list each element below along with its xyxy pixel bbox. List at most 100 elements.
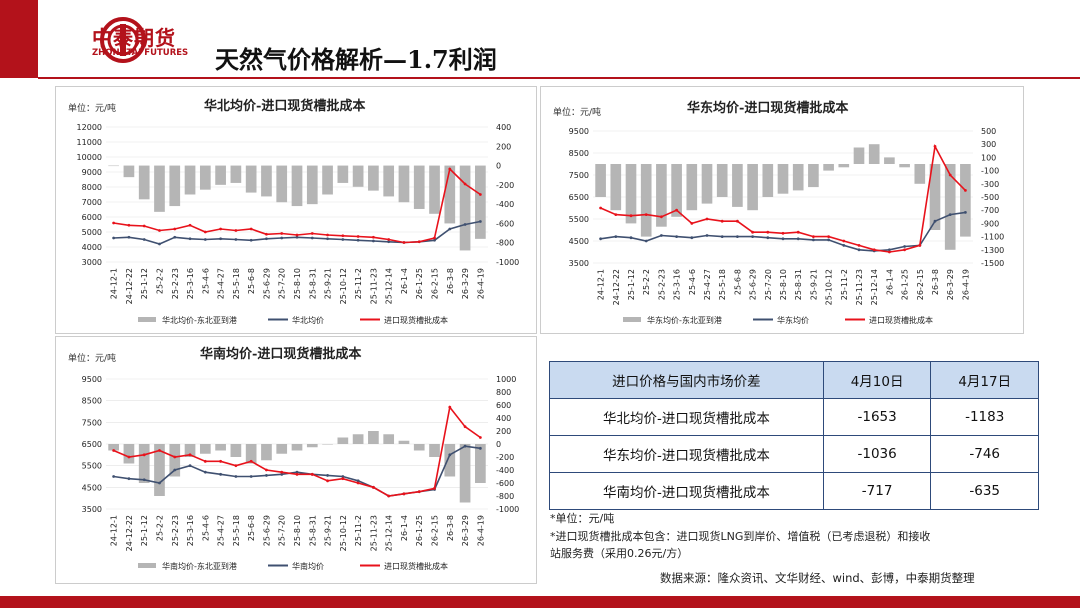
left-tick-label: 7500	[569, 171, 589, 180]
data-point	[812, 238, 815, 242]
x-tick-label: 25-8-10	[779, 269, 788, 300]
x-tick-label: 26-1-4	[885, 269, 894, 295]
data-bar	[716, 164, 728, 197]
x-tick-label: 24-12-1	[597, 269, 606, 300]
chart-unit: 单位：元/吨	[68, 354, 117, 364]
x-tick-label: 25-9-21	[809, 269, 818, 300]
data-bar	[914, 164, 926, 184]
data-bar	[610, 164, 622, 211]
table-cell: 华南均价-进口现货槽批成本	[549, 472, 824, 510]
x-tick-label: 26-1-4	[400, 515, 409, 541]
chart-title: 华南均价-进口现货槽批成本	[200, 347, 362, 362]
data-point	[372, 239, 375, 243]
data-point	[158, 242, 161, 246]
x-tick-label: 25-8-31	[794, 269, 803, 300]
data-point	[341, 234, 345, 238]
left-tick-label: 9500	[569, 127, 589, 136]
right-tick-label: -400	[496, 200, 514, 209]
x-tick-label: 25-5-18	[232, 268, 241, 299]
series-line	[113, 405, 481, 497]
left-tick-label: 6000	[82, 213, 102, 222]
table-header-cell: 4月10日	[822, 361, 932, 399]
x-tick-label: 25-3-16	[186, 515, 195, 546]
left-tick-label: 9000	[82, 168, 102, 177]
right-tick-label: 200	[496, 142, 511, 151]
data-point	[203, 230, 207, 234]
data-bar	[337, 165, 349, 183]
x-tick-label: 25-2-2	[642, 269, 651, 295]
data-point	[705, 217, 709, 221]
x-tick-label: 25-1-12	[140, 515, 149, 546]
data-point	[142, 478, 146, 482]
data-bar	[108, 165, 119, 167]
data-point	[295, 470, 299, 474]
table-row: 华南均价-进口现货槽批成本 -717 -635	[549, 472, 1039, 510]
data-point	[234, 475, 238, 478]
x-tick-label: 25-1-12	[140, 268, 149, 299]
x-tick-label: 25-6-8	[247, 515, 256, 541]
right-tick-label: -800	[496, 239, 514, 248]
right-tick-label: -800	[496, 492, 514, 501]
left-tick-label: 7500	[82, 418, 102, 427]
data-bar	[245, 444, 257, 464]
x-tick-label: 25-11-23	[369, 515, 378, 551]
data-point	[112, 221, 116, 225]
data-point	[781, 237, 785, 241]
data-point	[387, 238, 391, 241]
left-tick-label: 5500	[82, 462, 102, 471]
data-point	[842, 244, 846, 247]
data-point	[173, 235, 177, 239]
left-tick-label: 4000	[82, 243, 102, 252]
data-point	[964, 189, 967, 192]
table-cell: 华东均价-进口现货槽批成本	[549, 435, 824, 473]
data-point	[295, 233, 299, 237]
data-bar	[368, 165, 379, 191]
left-tick-label: 4500	[82, 483, 102, 492]
data-point	[234, 464, 238, 468]
data-bar	[701, 164, 713, 204]
data-bar	[123, 165, 135, 178]
data-point	[280, 472, 284, 476]
data-bar	[429, 444, 440, 457]
data-bar	[383, 434, 395, 444]
data-point	[781, 231, 785, 235]
data-point	[341, 238, 345, 241]
data-bar	[368, 431, 379, 444]
chart-unit: 单位：元/吨	[68, 104, 117, 114]
x-tick-label: 24-12-22	[125, 515, 134, 551]
data-point	[127, 223, 131, 227]
left-tick-label: 10000	[77, 153, 102, 162]
right-tick-label: -1100	[981, 233, 1004, 242]
data-point	[112, 236, 116, 240]
data-point	[478, 446, 482, 450]
left-tick-label: 8000	[82, 183, 102, 192]
series-line	[600, 211, 966, 252]
data-point	[280, 470, 284, 474]
chart-title: 华北均价-进口现货槽批成本	[204, 99, 366, 114]
right-tick-label: -1500	[981, 259, 1004, 268]
data-bar	[777, 164, 789, 194]
right-tick-label: -1000	[496, 258, 519, 267]
data-bar	[853, 147, 865, 164]
data-bar	[747, 164, 758, 211]
data-bar	[261, 165, 272, 197]
data-bar	[459, 165, 471, 251]
left-tick-label: 8500	[569, 149, 589, 158]
data-bar	[306, 165, 318, 205]
data-bar	[459, 444, 471, 503]
left-tick-label: 4500	[569, 237, 589, 246]
data-point	[827, 235, 830, 239]
data-point	[280, 236, 284, 240]
right-tick-label: 400	[496, 414, 511, 423]
data-bar	[154, 444, 165, 496]
data-bar	[475, 444, 486, 483]
data-point	[127, 477, 131, 481]
data-bar	[322, 444, 333, 445]
data-point	[326, 474, 329, 477]
data-point	[736, 235, 739, 239]
left-tick-label: 3500	[569, 259, 589, 268]
data-point	[857, 248, 861, 252]
table-cell: -1036	[822, 435, 932, 473]
data-point	[310, 236, 314, 240]
data-point	[249, 238, 253, 242]
